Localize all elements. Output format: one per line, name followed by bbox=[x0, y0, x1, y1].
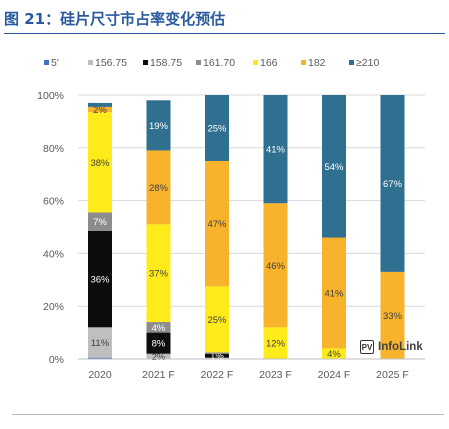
y-axis: 0% 20% 40% 60% 80% 100% bbox=[37, 90, 64, 366]
bar-segment bbox=[205, 286, 229, 353]
figure-title: 图 21：硅片尺寸市占率变化预估 bbox=[4, 8, 445, 34]
legend-swatch bbox=[88, 60, 93, 65]
data-label: 12% bbox=[266, 339, 286, 350]
bar-segment bbox=[205, 357, 229, 359]
chart-legend: 5' 156.75 158.75 161.70 166 182 ≥210 bbox=[44, 57, 379, 69]
data-label: 33% bbox=[383, 311, 403, 322]
legend-label: 182 bbox=[308, 57, 326, 69]
data-label: 67% bbox=[383, 179, 403, 190]
chart-bars: 11% 36% 7% 38% 2% 2% 8% 4% 37% 28% 19% 1% 25% 47% 25% 1… bbox=[88, 95, 405, 363]
data-label: 41% bbox=[266, 145, 286, 156]
data-label: 2% bbox=[93, 105, 107, 116]
bar-segment bbox=[205, 95, 229, 161]
pv-logo-icon: PV bbox=[360, 340, 374, 354]
data-label: 1% bbox=[210, 351, 224, 362]
bar-segment bbox=[322, 95, 346, 238]
legend-label: 166 bbox=[260, 57, 278, 69]
x-tick-label: 2020 bbox=[88, 369, 112, 381]
data-label: 38% bbox=[90, 158, 110, 169]
x-tick-label: 2023 F bbox=[259, 369, 292, 381]
bar-segment bbox=[146, 332, 171, 354]
bar-segment bbox=[380, 271, 405, 359]
data-label: 7% bbox=[93, 217, 107, 228]
bar-segment bbox=[146, 224, 171, 323]
bar-segment bbox=[88, 212, 112, 231]
data-label: 4% bbox=[327, 349, 341, 360]
data-label: 11% bbox=[91, 338, 110, 349]
bar-segment bbox=[263, 327, 288, 359]
x-axis: 2020 2021 F 2022 F 2023 F 2024 F 2025 F bbox=[78, 358, 425, 381]
legend-label: ≥210 bbox=[356, 57, 379, 69]
bar-segment bbox=[88, 357, 112, 359]
x-tick-label: 2021 F bbox=[142, 369, 175, 381]
watermark-text: InfoLink bbox=[378, 341, 423, 353]
data-label: 54% bbox=[324, 162, 344, 173]
bar-segment bbox=[146, 322, 171, 333]
legend-label: 5' bbox=[51, 57, 59, 69]
y-tick-label: 60% bbox=[43, 196, 64, 208]
bar-segment bbox=[263, 95, 288, 204]
legend-swatch bbox=[196, 60, 201, 65]
y-tick-label: 80% bbox=[43, 143, 64, 155]
bar-segment bbox=[146, 353, 171, 359]
bar-segment bbox=[263, 203, 288, 328]
x-tick-label: 2025 F bbox=[376, 369, 409, 381]
bar-segment bbox=[322, 348, 346, 359]
y-tick-label: 100% bbox=[37, 90, 64, 102]
data-label: 37% bbox=[149, 269, 169, 280]
bar-segment bbox=[146, 100, 171, 151]
legend-swatch bbox=[143, 60, 148, 65]
data-label: 4% bbox=[152, 323, 166, 334]
legend-label: 158.75 bbox=[150, 57, 182, 69]
data-label: 36% bbox=[90, 275, 110, 286]
data-label: 41% bbox=[324, 289, 344, 300]
legend-label: 156.75 bbox=[95, 57, 127, 69]
y-tick-label: 0% bbox=[49, 354, 64, 366]
legend-swatch bbox=[253, 60, 258, 65]
data-label: 25% bbox=[207, 315, 227, 326]
infolink-watermark: PV InfoLink bbox=[360, 338, 423, 356]
bar-segment bbox=[88, 102, 112, 107]
bar-segment bbox=[88, 230, 112, 328]
bar-segment bbox=[205, 353, 229, 358]
data-label: 8% bbox=[152, 339, 166, 350]
bar-segment bbox=[88, 327, 112, 358]
y-tick-label: 40% bbox=[43, 248, 64, 260]
bar-segment bbox=[88, 106, 112, 113]
bar-segment bbox=[88, 112, 112, 213]
y-tick-label: 20% bbox=[43, 301, 64, 313]
bar-segment bbox=[380, 95, 405, 272]
bottom-divider bbox=[12, 414, 444, 415]
data-label: 19% bbox=[149, 121, 169, 132]
data-label: 2% bbox=[152, 352, 166, 363]
data-label: 46% bbox=[266, 261, 286, 272]
data-label: 47% bbox=[207, 219, 227, 230]
data-label: 25% bbox=[207, 124, 227, 135]
legend-swatch bbox=[301, 60, 306, 65]
legend-label: 161.70 bbox=[203, 57, 235, 69]
bar-segment bbox=[322, 237, 346, 349]
chart-gridlines bbox=[78, 94, 425, 307]
x-tick-label: 2024 F bbox=[318, 369, 351, 381]
legend-swatch bbox=[44, 60, 49, 65]
legend-swatch bbox=[349, 60, 354, 65]
bar-segment bbox=[205, 352, 229, 354]
bar-segment bbox=[146, 150, 171, 225]
data-label: 28% bbox=[149, 183, 169, 194]
bar-segment bbox=[205, 161, 229, 287]
x-tick-label: 2022 F bbox=[201, 369, 234, 381]
